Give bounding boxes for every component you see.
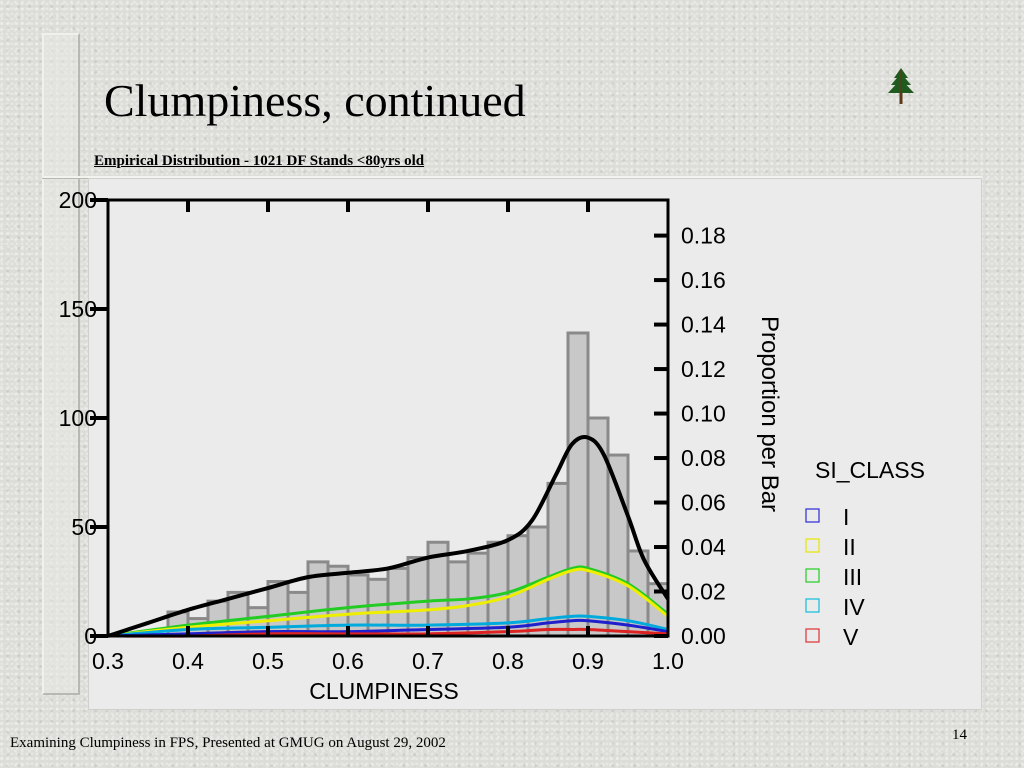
density-curve-total [107,435,670,638]
x-tick-label: 0.4 [172,648,204,674]
y2-tick-label: 0.00 [681,623,726,649]
x-tick-label: 0.3 [92,648,124,674]
legend-label: I [843,504,849,530]
density-curve-ii [107,567,669,638]
y-tick-label: 50 [71,514,97,540]
density-curve-iv [107,614,669,638]
decorative-vertical-bar [42,33,80,695]
y2-axis-label: Proportion per Bar [756,316,783,512]
y-tick-label: 100 [59,405,97,431]
y2-tick-label: 0.18 [681,223,726,249]
x-tick-label: 0.8 [492,648,524,674]
slide-title: Clumpiness, continued [104,75,526,126]
legend-label: IV [843,594,865,620]
legend-swatch [805,568,820,583]
density-curve-i [107,618,669,638]
page-number: 14 [952,727,967,743]
histogram-bar [606,453,630,638]
legend-label: V [843,624,859,650]
y-tick-label: 0 [84,623,97,649]
legend-swatch [805,598,820,613]
pine-tree-icon [888,68,914,104]
y2-tick-label: 0.02 [681,579,726,605]
x-tick-label: 0.5 [252,648,284,674]
y2-tick-label: 0.04 [681,534,726,560]
x-axis-label: CLUMPINESS [309,678,459,704]
x-tick-label: 1.0 [652,648,684,674]
y2-tick-label: 0.12 [681,356,726,382]
legend-label: II [843,534,856,560]
histogram-bar [206,599,230,638]
histogram-bar [366,577,390,638]
histogram-bar [566,331,590,638]
legend-swatch [805,628,820,643]
legend-title: SI_CLASS [815,457,925,483]
histogram-bar [546,481,570,638]
legend-swatch [805,538,820,553]
slide-footer: Examining Clumpiness in FPS, Presented a… [10,735,446,751]
slide-subtitle: Empirical Distribution - 1021 DF Stands … [94,153,425,169]
y2-tick-label: 0.08 [681,445,726,471]
y2-tick-label: 0.14 [681,312,726,338]
density-curve-iii [107,565,669,638]
x-tick-label: 0.6 [332,648,364,674]
legend-label: III [843,564,862,590]
x-tick-label: 0.9 [572,648,604,674]
x-tick-label: 0.7 [412,648,444,674]
y2-tick-label: 0.10 [681,401,726,427]
y2-tick-label: 0.16 [681,267,726,293]
y-tick-label: 150 [59,296,97,322]
legend-swatch [805,508,820,523]
y2-tick-label: 0.06 [681,490,726,516]
y-tick-label: 200 [59,187,97,213]
histogram-bar [586,416,610,638]
